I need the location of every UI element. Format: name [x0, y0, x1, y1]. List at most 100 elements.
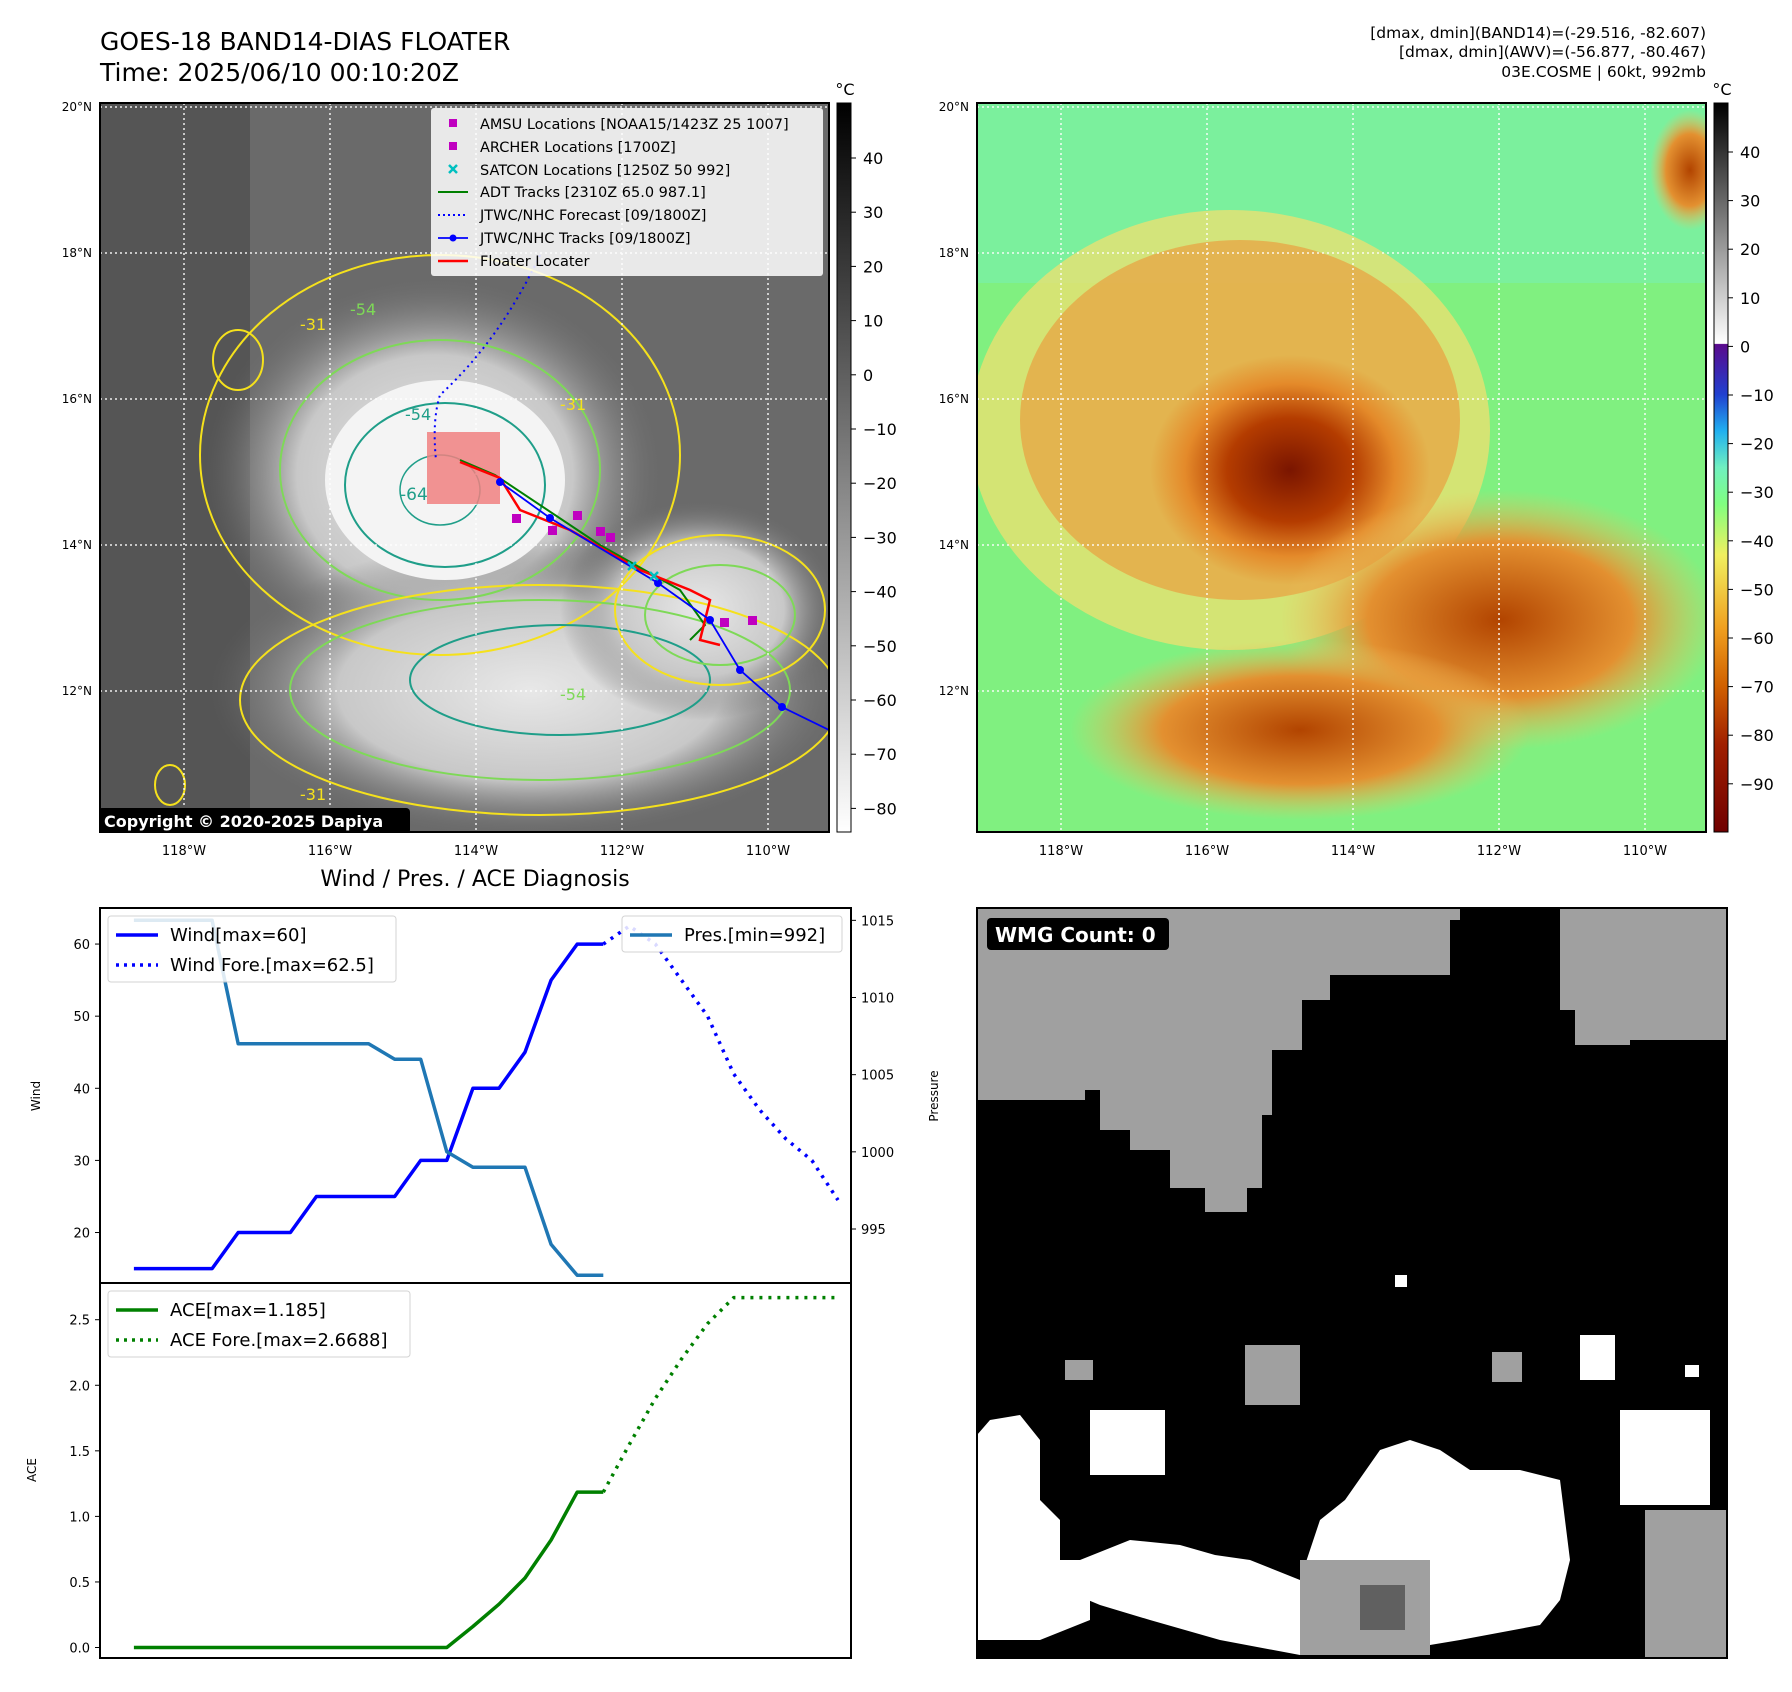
- copyright-label: Copyright © 2020-2025 Dapiya: [104, 812, 383, 831]
- legend-label: ADT Tracks [2310Z 65.0 987.1]: [480, 185, 706, 201]
- colorbar-tick-label: 0: [863, 366, 873, 385]
- legend-label: JTWC/NHC Tracks [09/1800Z]: [479, 231, 691, 247]
- ace-legend: ACE[max=1.185] ACE Fore.[max=2.6688]: [107, 1290, 411, 1358]
- colorbar-tick-label: 10: [863, 312, 883, 331]
- series-line-forecast: [601, 1295, 838, 1493]
- diagnosis-title: Wind / Pres. / ACE Diagnosis: [320, 867, 629, 892]
- colorbar-tick-label: −40: [1740, 532, 1774, 551]
- colorbar-tick-label: −40: [863, 583, 897, 602]
- colorbar-tick-label: −20: [1740, 435, 1774, 454]
- ir-map: -31 -54 -64 -54 -31 -54 -31: [100, 103, 829, 832]
- y2-tick-label: 1005: [861, 1069, 894, 1084]
- rgb-colorbar: [1713, 102, 1729, 833]
- amsu-marker: [720, 618, 729, 627]
- wmg-panel: [977, 908, 1727, 1658]
- lat-tick: 14°N: [939, 538, 969, 552]
- legend-amsu-icon: [449, 119, 457, 127]
- colorbar-tick-label: −30: [863, 528, 897, 547]
- contour-label: -31: [300, 315, 326, 334]
- lat-tick: 12°N: [62, 684, 92, 698]
- colorbar-tick-label: 10: [1740, 289, 1760, 308]
- colorbar-tick-label: −10: [863, 420, 897, 439]
- ace-chart: 0.0 0.5 1.0 1.5 2.0 2.5: [69, 1295, 838, 1657]
- contour-label: -64: [400, 485, 428, 505]
- stats-line3: 03E.COSME | 60kt, 992mb: [1501, 63, 1706, 81]
- series-line-observed: [133, 942, 604, 1271]
- y-tick-label: 60: [73, 938, 90, 953]
- rgb-lon-ticks: 118°W 116°W 114°W 112°W 110°W: [1039, 844, 1667, 859]
- jtwc-track-point: [654, 579, 662, 587]
- rgb-colorbar-unit: °C: [1712, 80, 1731, 99]
- y-tick-label: 20: [73, 1227, 90, 1242]
- wind-axis-label: Wind: [29, 1081, 43, 1111]
- colorbar-tick-label: −70: [863, 745, 897, 764]
- y-tick-label: 30: [73, 1154, 90, 1169]
- map-title-line2: Time: 2025/06/10 00:10:20Z: [99, 58, 459, 87]
- y-tick-label: 2.5: [69, 1314, 90, 1329]
- legend-label: JTWC/NHC Forecast [09/1800Z]: [479, 208, 706, 224]
- legend-label: Wind Fore.[max=62.5]: [170, 955, 374, 976]
- colorbar-tick-label: −60: [1740, 629, 1774, 648]
- colorbar-tick-label: 20: [1740, 240, 1760, 259]
- colorbar-tick-label: −30: [1740, 483, 1774, 502]
- y-tick-label: 1.0: [69, 1510, 90, 1525]
- ace-axis-label: ACE: [25, 1458, 39, 1482]
- colorbar-tick-label: −90: [1740, 775, 1774, 794]
- y2-tick-label: 995: [861, 1223, 886, 1238]
- jtwc-track-point: [706, 616, 714, 624]
- colorbar-tick-label: 0: [1740, 337, 1750, 356]
- legend-label: ACE Fore.[max=2.6688]: [170, 1330, 388, 1351]
- colorbar-tick-label: 30: [1740, 192, 1760, 211]
- floater-locater-line: [459, 460, 721, 647]
- contour-label: -54: [560, 685, 586, 704]
- lon-tick: 116°W: [1185, 844, 1229, 859]
- amsu-marker: [748, 616, 757, 625]
- legend-label: AMSU Locations [NOAA15/1423Z 25 1007]: [480, 117, 789, 133]
- colorbar-tick-label: −60: [863, 691, 897, 710]
- rgb-map: [977, 103, 1706, 832]
- colorbar-tick-label: 30: [863, 203, 883, 222]
- legend-track-dot-icon: [449, 234, 457, 242]
- contour-label: -54: [350, 300, 376, 319]
- lat-tick: 16°N: [62, 392, 92, 406]
- colorbar-tick-label: −80: [863, 799, 897, 818]
- legend-label: Floater Locater: [480, 254, 589, 270]
- map-title-line1: GOES-18 BAND14-DIAS FLOATER: [100, 27, 510, 56]
- rgb-colorbar-ticks: 40 30 20 10 0 −10 −20 −30 −40 −50 −60 −70 −80 −90: [1728, 143, 1774, 794]
- lon-tick: 114°W: [1331, 844, 1375, 859]
- archer-marker: [512, 514, 521, 523]
- contour-label: -31: [300, 785, 326, 804]
- wind-legend: Wind[max=60] Wind Fore.[max=62.5]: [107, 915, 397, 983]
- lat-tick: 16°N: [939, 392, 969, 406]
- y-tick-label: 40: [73, 1082, 90, 1097]
- lat-tick: 12°N: [939, 684, 969, 698]
- legend-label: Wind[max=60]: [170, 925, 307, 946]
- lon-tick: 110°W: [746, 844, 790, 859]
- stats-line2: [dmax, dmin](AWV)=(-56.877, -80.467): [1399, 43, 1706, 61]
- lon-tick: 110°W: [1623, 844, 1667, 859]
- series-line-observed: [133, 1490, 604, 1650]
- colorbar-tick-label: −80: [1740, 726, 1774, 745]
- lat-tick: 20°N: [939, 100, 969, 114]
- pressure-legend: Pres.[min=992]: [621, 915, 843, 953]
- stats-line1: [dmax, dmin](BAND14)=(-29.516, -82.607): [1370, 24, 1706, 42]
- colorbar-tick-label: 20: [863, 257, 883, 276]
- lon-tick: 114°W: [454, 844, 498, 859]
- legend-label: Pres.[min=992]: [684, 925, 825, 946]
- jtwc-track-point: [546, 514, 554, 522]
- map-legend: AMSU Locations [NOAA15/1423Z 25 1007] AR…: [431, 108, 823, 276]
- legend-archer-icon: [449, 142, 457, 150]
- colorbar-tick-label: −10: [1740, 386, 1774, 405]
- archer-marker: [596, 527, 605, 536]
- y-tick-label: 50: [73, 1010, 90, 1025]
- colorbar-tick-label: −50: [1740, 580, 1774, 599]
- ir-colorbar: [836, 102, 852, 833]
- satcon-marker: [649, 571, 659, 581]
- contour-label: -54: [405, 405, 431, 424]
- pressure-axis-label: Pressure: [927, 1070, 941, 1121]
- colorbar-tick-label: 40: [1740, 143, 1760, 162]
- lat-tick: 18°N: [62, 246, 92, 260]
- colorbar-tick-label: −70: [1740, 678, 1774, 697]
- ir-colorbar-ticks: 40 30 20 10 0 −10 −20 −30 −40 −50 −60 −70 −80: [851, 149, 897, 818]
